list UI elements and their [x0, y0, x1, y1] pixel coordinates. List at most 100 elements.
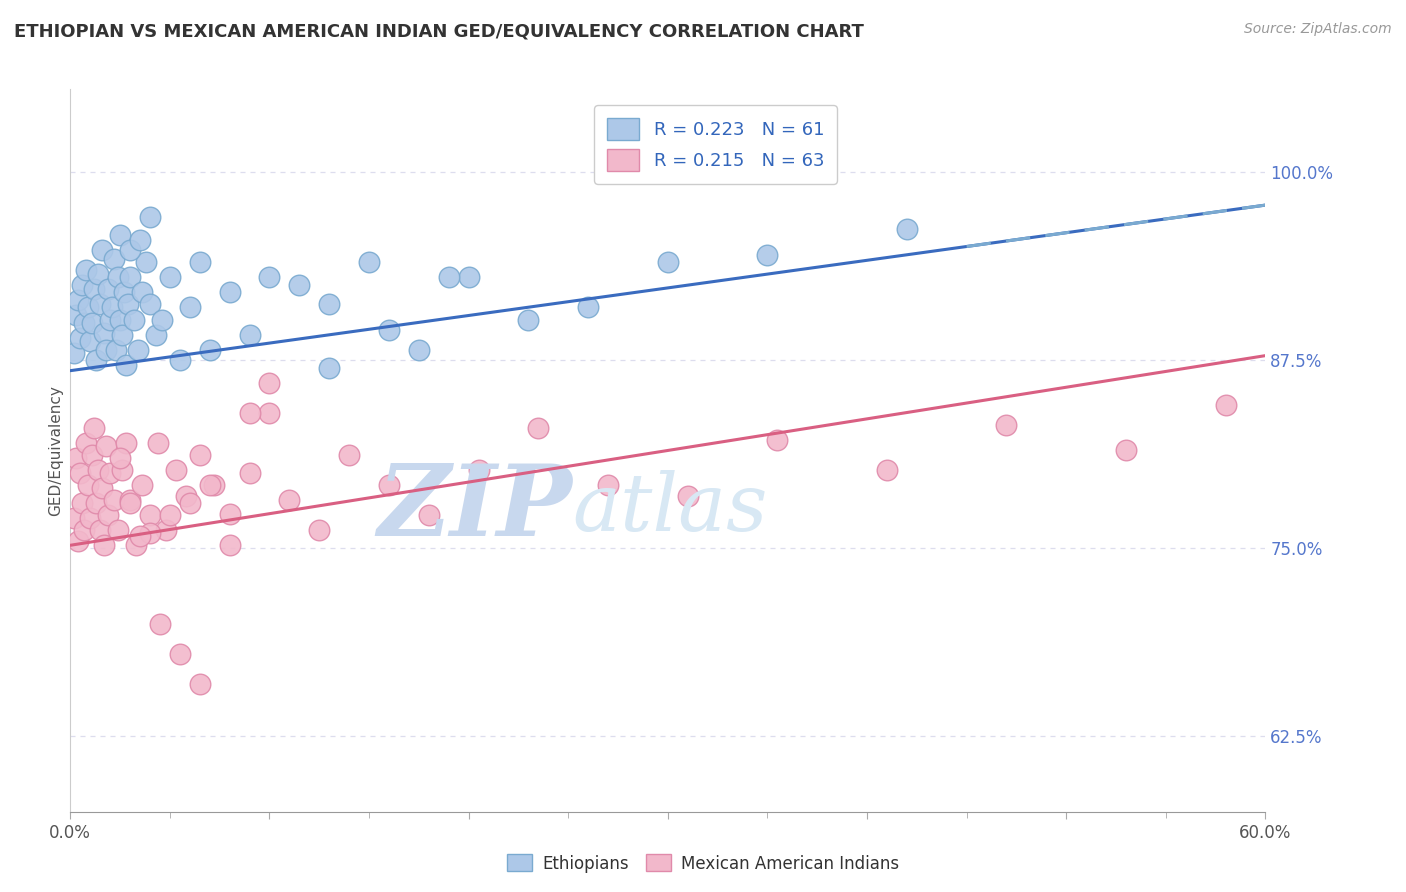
- Point: [108, 312, 131, 326]
- Point: [155, 523, 177, 537]
- Point: [96, 343, 117, 357]
- Point: [308, 523, 330, 537]
- Point: [218, 507, 240, 521]
- Point: [87, 268, 110, 282]
- Point: [139, 526, 162, 541]
- Point: [70, 277, 93, 292]
- Text: atlas: atlas: [572, 469, 768, 547]
- Point: [149, 616, 172, 631]
- Point: [288, 277, 311, 292]
- Point: [117, 297, 139, 311]
- Point: [139, 297, 162, 311]
- Point: [202, 478, 225, 492]
- Point: [259, 406, 281, 420]
- Point: [165, 463, 187, 477]
- Point: [576, 301, 599, 315]
- Point: [145, 327, 167, 342]
- Point: [63, 511, 86, 525]
- Point: [527, 421, 550, 435]
- Text: ETHIOPIAN VS MEXICAN AMERICAN INDIAN GED/EQUIVALENCY CORRELATION CHART: ETHIOPIAN VS MEXICAN AMERICAN INDIAN GED…: [14, 22, 863, 40]
- Point: [159, 508, 181, 523]
- Point: [259, 270, 281, 285]
- Point: [103, 252, 125, 267]
- Point: [129, 529, 152, 543]
- Point: [179, 496, 201, 510]
- Point: [437, 270, 460, 285]
- Point: [198, 478, 221, 492]
- Point: [174, 489, 197, 503]
- Point: [120, 270, 141, 285]
- Point: [467, 463, 489, 477]
- Point: [103, 493, 125, 508]
- Point: [120, 493, 141, 508]
- Point: [676, 489, 699, 503]
- Legend: Ethiopians, Mexican American Indians: Ethiopians, Mexican American Indians: [501, 847, 905, 880]
- Point: [83, 282, 105, 296]
- Point: [188, 677, 211, 691]
- Point: [131, 285, 153, 300]
- Point: [87, 463, 110, 477]
- Point: [98, 466, 121, 480]
- Point: [122, 312, 145, 326]
- Point: [91, 244, 114, 258]
- Point: [131, 478, 153, 492]
- Point: [105, 343, 128, 357]
- Point: [146, 436, 169, 450]
- Point: [756, 248, 779, 262]
- Point: [598, 478, 620, 492]
- Point: [657, 255, 679, 269]
- Point: [82, 316, 104, 330]
- Point: [198, 343, 221, 357]
- Point: [108, 228, 131, 243]
- Point: [278, 493, 301, 508]
- Legend: R = 0.223   N = 61, R = 0.215   N = 63: R = 0.223 N = 61, R = 0.215 N = 63: [595, 105, 837, 184]
- Point: [63, 345, 86, 359]
- Point: [120, 496, 141, 510]
- Point: [73, 523, 96, 537]
- Y-axis label: GED/Equivalency: GED/Equivalency: [48, 385, 63, 516]
- Text: ZIP: ZIP: [377, 460, 572, 557]
- Point: [67, 533, 90, 548]
- Point: [239, 466, 262, 480]
- Point: [1115, 443, 1137, 458]
- Point: [111, 327, 134, 342]
- Point: [139, 508, 162, 523]
- Point: [75, 262, 97, 277]
- Point: [378, 323, 401, 337]
- Point: [1215, 398, 1237, 412]
- Point: [101, 301, 124, 315]
- Point: [378, 478, 401, 492]
- Point: [517, 312, 540, 326]
- Point: [89, 297, 111, 311]
- Point: [135, 255, 157, 269]
- Point: [107, 270, 129, 285]
- Point: [77, 301, 100, 315]
- Point: [766, 433, 789, 447]
- Point: [239, 327, 262, 342]
- Point: [188, 255, 211, 269]
- Point: [218, 538, 240, 552]
- Point: [98, 312, 121, 326]
- Point: [129, 233, 152, 247]
- Point: [89, 523, 111, 537]
- Point: [112, 285, 135, 300]
- Point: [84, 496, 107, 510]
- Point: [97, 508, 120, 523]
- Point: [93, 326, 115, 340]
- Point: [896, 222, 918, 236]
- Point: [318, 297, 340, 311]
- Point: [169, 353, 191, 368]
- Point: [91, 481, 114, 495]
- Point: [239, 406, 262, 420]
- Text: Source: ZipAtlas.com: Source: ZipAtlas.com: [1244, 22, 1392, 37]
- Point: [259, 376, 281, 390]
- Point: [179, 301, 201, 315]
- Point: [337, 448, 360, 462]
- Point: [77, 478, 100, 492]
- Point: [111, 463, 134, 477]
- Point: [115, 358, 138, 372]
- Point: [75, 436, 97, 450]
- Point: [84, 353, 107, 368]
- Point: [218, 285, 240, 300]
- Point: [159, 270, 181, 285]
